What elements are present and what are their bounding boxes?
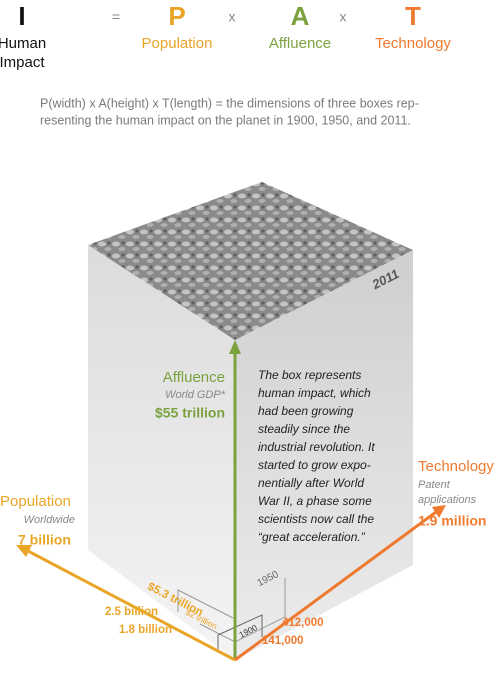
note-line: started to grow expo- [258,458,371,472]
population-value: 7 billion [18,532,71,548]
technology-subtitle: applications [418,494,477,506]
note-line: The box represents [258,368,361,382]
texts: I = P x A x T Human Impact Population Af… [0,1,494,647]
affluence-title: Affluence [163,369,225,386]
box-top-face [88,182,413,340]
affluence-subtitle: World GDP* [165,389,226,401]
note-line: “great acceleration.” [258,530,366,544]
label: Affluence [269,35,331,52]
box-1900-outline [217,614,263,650]
affluence-value: $55 trillion [155,405,225,421]
population-subtitle: Worldwide [24,514,75,526]
population-title: Population [0,493,71,510]
label: Impact [0,54,45,71]
label: Human [0,35,46,52]
technology-subtitle: Patent [418,479,451,491]
technology-value: 1.9 million [418,513,486,529]
description: P(width) x A(height) x T(length) = the d… [40,96,419,110]
symbol: x [340,9,347,25]
patents-1900: 141,000 [262,635,304,647]
population-1950: 2.5 billion [105,606,158,618]
note-line: human impact, which [258,386,371,400]
note-line: had been growing [258,404,354,418]
arrow-head [229,340,241,354]
symbol: A [291,1,310,31]
symbol: = [112,9,120,25]
note-line: industrial revolution. It [258,440,375,454]
box-left-face [88,245,235,660]
note-line: steadily since the [258,422,350,436]
label: Technology [375,35,451,52]
symbol: I [18,1,25,31]
box-right-face [235,250,413,660]
description: resenting the human impact on the planet… [40,113,411,127]
box-1950-outline [199,578,286,643]
box-1950-outline [177,589,234,619]
technology-arrow [234,510,437,662]
symbol: x [229,9,236,25]
note-line: scientists now call the [258,512,374,526]
arrow-head [16,545,32,557]
symbol: T [405,1,421,31]
population-1900: 1.8 billion [119,624,172,636]
box-illustration [16,182,446,662]
arrow-head [432,505,446,518]
note-line: War II, a phase some [258,494,372,508]
patents-1950: 412,000 [282,617,324,629]
population-arrow [27,549,236,662]
symbol: P [168,1,185,31]
note-line: nentially after World [258,476,364,490]
technology-title: Technology [418,458,494,475]
label: Population [142,35,213,52]
